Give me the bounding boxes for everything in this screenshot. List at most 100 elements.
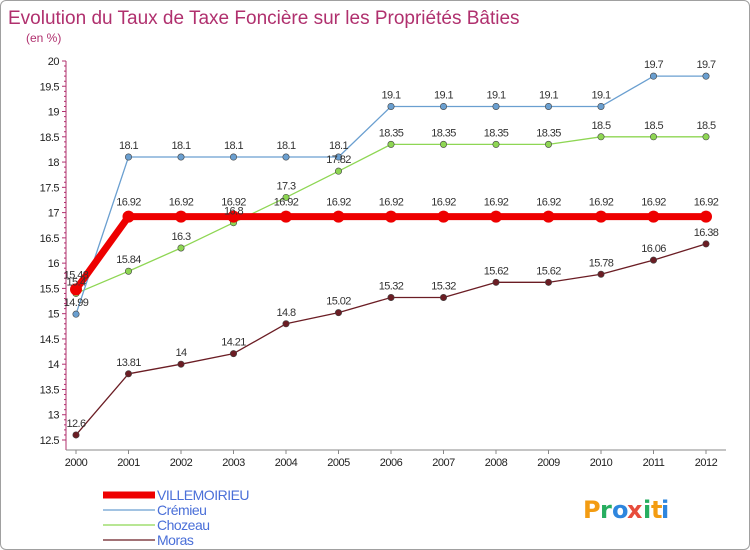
data-label-villemoirieu: 16.92 xyxy=(116,197,141,209)
data-label-villemoirieu: 16.92 xyxy=(274,197,299,209)
data-point-cremieu xyxy=(544,102,552,110)
x-tick-label: 2012 xyxy=(695,457,718,469)
data-point-villemoirieu xyxy=(227,210,240,223)
data-point-villemoirieu xyxy=(332,210,345,223)
data-point-moras xyxy=(544,278,552,286)
data-point-cremieu xyxy=(334,153,342,161)
data-point-chozeau xyxy=(702,133,710,141)
data-label-chozeau: 18.5 xyxy=(696,120,715,132)
data-label-moras: 12.6 xyxy=(66,418,85,430)
x-tick-label: 2006 xyxy=(380,457,403,469)
data-label-villemoirieu: 16.92 xyxy=(431,197,456,209)
data-point-moras xyxy=(334,309,342,317)
data-label-chozeau: 17.82 xyxy=(326,154,351,166)
data-point-chozeau xyxy=(177,244,185,252)
x-tick-label: 2004 xyxy=(275,457,298,469)
data-label-chozeau: 18.35 xyxy=(536,127,561,139)
logo-letter: r xyxy=(600,496,612,524)
data-label-chozeau: 18.5 xyxy=(591,120,610,132)
x-tick-label: 2009 xyxy=(537,457,560,469)
data-label-villemoirieu: 16.92 xyxy=(169,197,194,209)
data-point-moras xyxy=(649,256,657,264)
data-label-moras: 15.62 xyxy=(536,265,561,277)
data-label-cremieu: 14.99 xyxy=(64,297,89,309)
y-tick-label: 13.5 xyxy=(40,384,60,396)
y-tick-label: 13 xyxy=(48,410,60,422)
x-tick-label: 2010 xyxy=(590,457,613,469)
y-tick-label: 18.5 xyxy=(40,132,60,144)
data-label-chozeau: 15.84 xyxy=(116,254,141,266)
x-tick-label: 2001 xyxy=(117,457,140,469)
data-label-cremieu: 19.7 xyxy=(696,59,715,71)
x-tick-group: 2000 2001 2002 2003 2004 2005 2006 2007 2008 2009… xyxy=(65,450,718,469)
data-label-chozeau: 15.4 xyxy=(66,276,85,288)
series-group xyxy=(70,72,712,439)
data-point-moras xyxy=(125,370,133,378)
data-label-moras: 16.38 xyxy=(694,227,719,239)
data-label-chozeau: 16.8 xyxy=(224,206,243,218)
data-label-villemoirieu: 16.92 xyxy=(221,197,246,209)
data-label-group: 12.6 13.81 14 14.21 14.8 15.02 15.32 15.32 15.62… xyxy=(64,59,720,430)
y-tick-label: 17 xyxy=(48,208,60,220)
logo-letter: i xyxy=(661,496,669,524)
data-label-chozeau: 18.35 xyxy=(484,127,509,139)
data-point-villemoirieu xyxy=(700,210,712,223)
y-tick-label: 14.5 xyxy=(40,334,60,346)
series-line-cremieu xyxy=(75,75,707,315)
data-label-moras: 15.32 xyxy=(379,280,404,292)
y-tick-label: 17.5 xyxy=(40,182,60,194)
x-tick-label: 2011 xyxy=(643,457,665,469)
data-label-cremieu: 18.1 xyxy=(224,140,243,152)
x-tick-label: 2002 xyxy=(170,457,193,469)
legend-label-cremieu: Crémieu xyxy=(157,502,206,518)
data-label-chozeau: 17.3 xyxy=(276,180,295,192)
data-point-cremieu xyxy=(177,153,185,161)
legend-label-chozeau: Chozeau xyxy=(157,517,210,533)
data-point-cremieu xyxy=(72,310,80,318)
data-label-villemoirieu: 15.48 xyxy=(64,269,89,281)
data-point-cremieu xyxy=(702,72,710,80)
data-point-cremieu xyxy=(282,153,290,161)
data-label-chozeau: 16.3 xyxy=(171,231,190,243)
y-tick-label: 19.5 xyxy=(40,81,60,93)
chart-ylabel: (en %) xyxy=(26,31,61,45)
data-point-chozeau xyxy=(282,193,290,201)
legend-label-villemoirieu: VILLEMOIRIEU xyxy=(157,487,249,503)
legend-label-moras: Moras xyxy=(157,532,194,548)
data-point-moras xyxy=(492,278,500,286)
data-point-moras xyxy=(702,240,710,248)
logo-letter: x xyxy=(627,496,643,524)
y-tick-label: 15.5 xyxy=(40,283,60,295)
data-label-villemoirieu: 16.92 xyxy=(379,197,404,209)
data-label-moras: 14.8 xyxy=(276,307,295,319)
data-point-cremieu xyxy=(387,102,395,110)
data-label-chozeau: 18.5 xyxy=(644,120,663,132)
y-tick-label: 18 xyxy=(48,157,60,169)
data-label-moras: 15.78 xyxy=(589,257,614,269)
data-label-villemoirieu: 16.92 xyxy=(484,197,509,209)
data-point-villemoirieu xyxy=(490,210,502,223)
data-label-cremieu: 19.1 xyxy=(486,89,505,101)
data-point-chozeau xyxy=(649,133,657,141)
data-label-cremieu: 19.7 xyxy=(644,59,663,71)
logo-letter: P xyxy=(583,496,601,524)
data-point-moras xyxy=(439,293,447,301)
data-point-chozeau xyxy=(439,140,447,148)
data-point-cremieu xyxy=(230,153,238,161)
data-point-chozeau xyxy=(597,133,605,141)
data-label-moras: 15.02 xyxy=(326,296,351,308)
x-tick-label: 2005 xyxy=(327,457,350,469)
data-point-villemoirieu xyxy=(437,210,450,223)
x-tick-label: 2008 xyxy=(485,457,508,469)
data-point-cremieu xyxy=(439,102,447,110)
data-label-villemoirieu: 16.92 xyxy=(641,197,666,209)
data-point-villemoirieu xyxy=(280,210,292,223)
data-point-villemoirieu xyxy=(70,283,82,296)
data-label-moras: 14.21 xyxy=(221,337,246,349)
y-tick-label: 20 xyxy=(48,56,60,68)
data-label-chozeau: 18.35 xyxy=(431,127,456,139)
data-point-villemoirieu xyxy=(385,210,397,223)
